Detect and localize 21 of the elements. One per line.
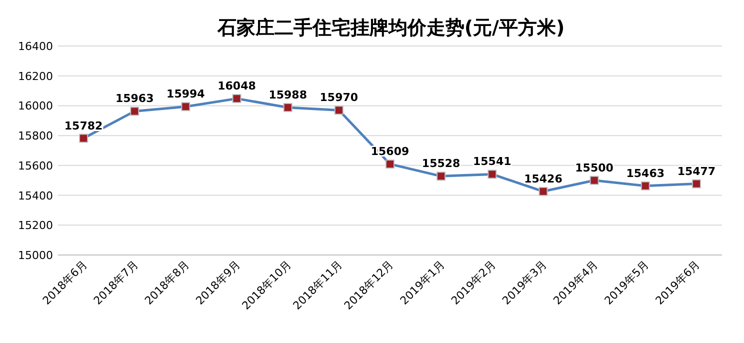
data-label: 15500 (575, 161, 614, 174)
y-tick-label: 16400 (18, 40, 53, 53)
data-label: 15463 (626, 166, 665, 180)
y-tick-label: 15600 (18, 159, 53, 172)
data-label: 15988 (268, 88, 307, 102)
y-tick-label: 15200 (18, 219, 53, 232)
data-label: 15541 (473, 155, 512, 168)
data-label: 15528 (422, 157, 460, 170)
y-tick-label: 15800 (18, 130, 53, 143)
y-tick-label: 16200 (18, 70, 53, 83)
data-label: 15970 (320, 91, 358, 104)
data-label: 16048 (218, 80, 256, 93)
y-tick-label: 15400 (18, 189, 53, 202)
chart-title: 石家庄二手住宅挂牌均价走势(元/平方米) (216, 17, 565, 39)
data-label: 15477 (677, 164, 716, 178)
y-tick-label: 16000 (18, 100, 53, 113)
y-tick-label: 15000 (18, 249, 53, 262)
data-label: 15426 (524, 172, 563, 186)
data-label: 15963 (115, 92, 154, 106)
data-label: 15994 (166, 88, 206, 101)
data-label: 15782 (64, 119, 103, 132)
